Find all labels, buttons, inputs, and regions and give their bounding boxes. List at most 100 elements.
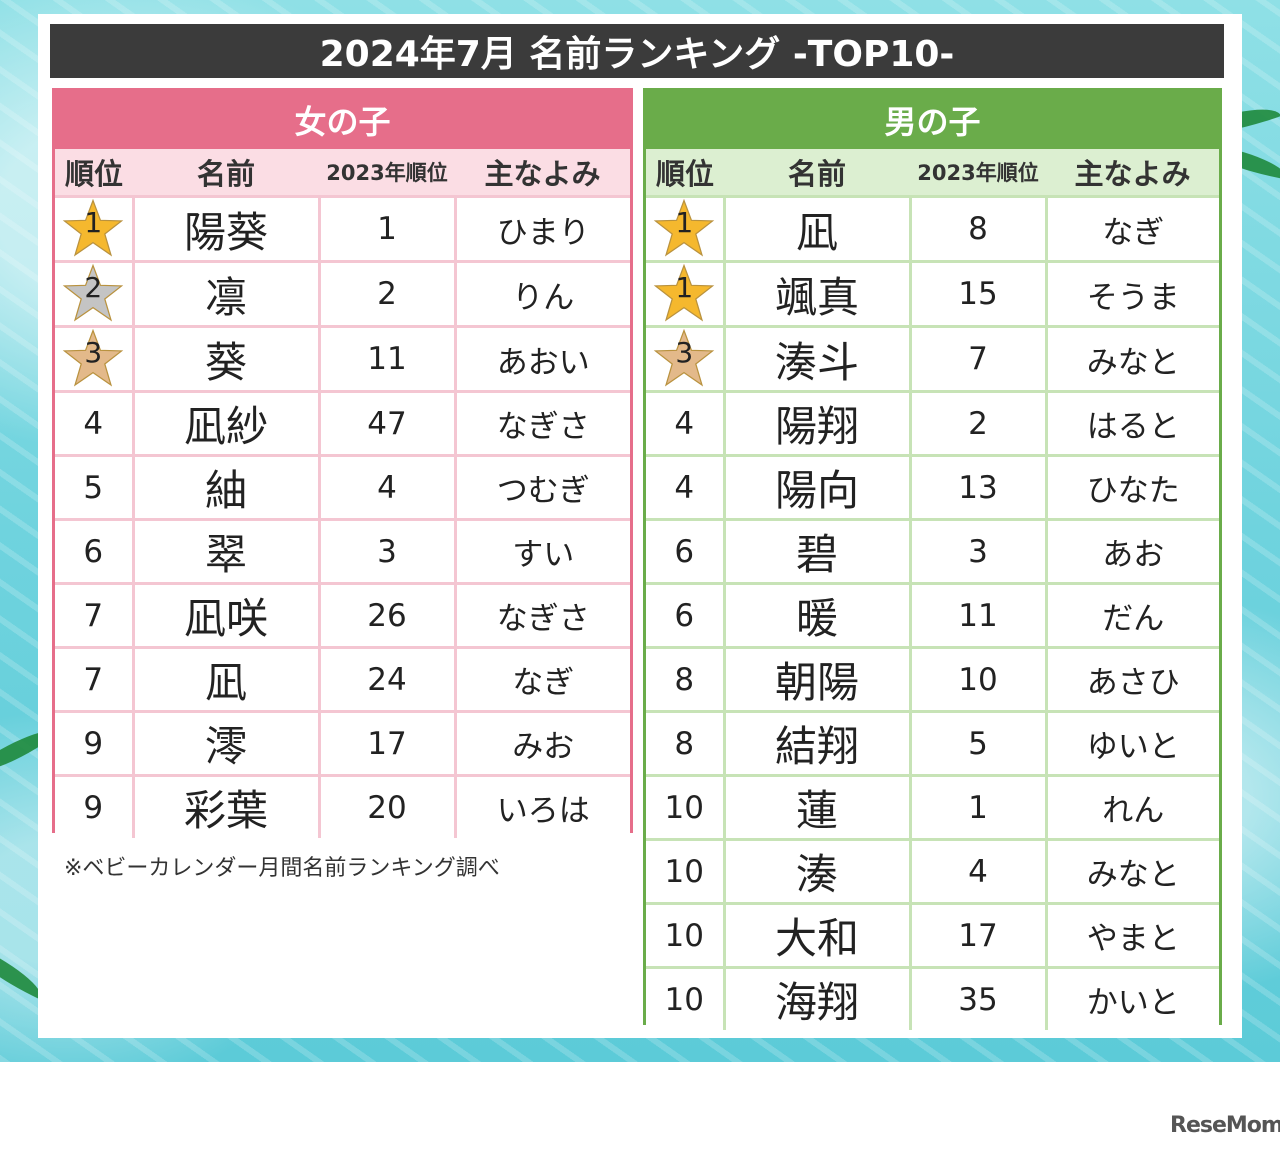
rank-cell: 7: [55, 646, 135, 713]
reading-cell: ひまり: [453, 195, 630, 263]
rank-cell: 10: [646, 838, 726, 905]
name-cell: 陽翔: [722, 390, 912, 457]
table-row: 10 蓮 1 れん: [646, 774, 1219, 841]
rank-cell: 1: [646, 195, 726, 263]
rank-cell: 4: [646, 390, 726, 457]
prev-rank-cell: 1: [317, 195, 457, 263]
rank-cell: 4: [646, 454, 726, 521]
boys-panel-title: 男の子: [646, 91, 1219, 149]
rank-number: 2: [84, 271, 103, 304]
girls-table: 順位 名前 2023年順位 主なよみ 1 陽葵 1 ひまり 2 凛 2 りん 3 葵 11 あおい 4 凪…: [55, 149, 630, 838]
prev-rank-cell: 26: [317, 582, 457, 649]
rank-number: 1: [675, 271, 694, 304]
table-row: 10 大和 17 やまと: [646, 902, 1219, 969]
name-cell: 大和: [722, 902, 912, 969]
reading-cell: だん: [1044, 582, 1219, 649]
table-row: 5 紬 4 つむぎ: [55, 454, 630, 521]
prev-rank-cell: 35: [908, 966, 1048, 1030]
table-row: 10 湊 4 みなと: [646, 838, 1219, 905]
rank-cell: 8: [646, 646, 726, 713]
prev-rank-cell: 15: [908, 260, 1048, 328]
reading-cell: なぎ: [453, 646, 630, 713]
header-prev-rank: 2023年順位: [319, 149, 455, 197]
rank-cell: 4: [55, 390, 135, 457]
name-cell: 凪紗: [131, 390, 321, 457]
ranking-card: 2024年7月 名前ランキング -TOP10- 女の子 順位 名前 2023年順…: [38, 14, 1242, 1038]
rank-cell: 1: [646, 260, 726, 328]
prev-rank-cell: 2: [908, 390, 1048, 457]
header-name: 名前: [133, 149, 319, 197]
prev-rank-cell: 1: [908, 774, 1048, 841]
rank-cell: 9: [55, 710, 135, 777]
prev-rank-cell: 47: [317, 390, 457, 457]
name-cell: 湊斗: [722, 325, 912, 393]
name-cell: 凪咲: [131, 582, 321, 649]
table-row: 7 凪咲 26 なぎさ: [55, 582, 630, 649]
table-row: 8 結翔 5 ゆいと: [646, 710, 1219, 777]
name-cell: 葵: [131, 325, 321, 393]
header-rank: 順位: [55, 149, 133, 197]
prev-rank-cell: 7: [908, 325, 1048, 393]
table-row: 6 暖 11 だん: [646, 582, 1219, 649]
name-cell: 翠: [131, 518, 321, 585]
table-row: 4 凪紗 47 なぎさ: [55, 390, 630, 457]
name-cell: 凪: [722, 195, 912, 263]
table-row: 2 凛 2 りん: [55, 260, 630, 328]
rank-cell: 6: [646, 582, 726, 649]
table-row: 1 凪 8 なぎ: [646, 195, 1219, 263]
header-reading: 主なよみ: [455, 149, 630, 197]
prev-rank-cell: 11: [317, 325, 457, 393]
table-row: 10 海翔 35 かいと: [646, 966, 1219, 1030]
reading-cell: はると: [1044, 390, 1219, 457]
table-row: 9 彩葉 20 いろは: [55, 774, 630, 838]
star-icon: 3: [653, 328, 715, 390]
table-row: 3 葵 11 あおい: [55, 325, 630, 393]
rank-cell: 7: [55, 582, 135, 649]
table-row: 1 颯真 15 そうま: [646, 260, 1219, 328]
name-cell: 暖: [722, 582, 912, 649]
prev-rank-cell: 3: [908, 518, 1048, 585]
prev-rank-cell: 4: [908, 838, 1048, 905]
name-cell: 朝陽: [722, 646, 912, 713]
reading-cell: あお: [1044, 518, 1219, 585]
prev-rank-cell: 5: [908, 710, 1048, 777]
reading-cell: なぎさ: [453, 390, 630, 457]
rank-cell: 6: [646, 518, 726, 585]
table-row: 6 碧 3 あお: [646, 518, 1219, 585]
reading-cell: みなと: [1044, 325, 1219, 393]
rank-cell: 8: [646, 710, 726, 777]
name-cell: 結翔: [722, 710, 912, 777]
reading-cell: みお: [453, 710, 630, 777]
reading-cell: あさひ: [1044, 646, 1219, 713]
girls-panel: 女の子 順位 名前 2023年順位 主なよみ 1 陽葵 1 ひまり 2 凛 2 りん 3 葵 11 あ…: [52, 88, 633, 838]
reading-cell: あおい: [453, 325, 630, 393]
star-icon: 1: [62, 198, 124, 260]
rank-cell: 1: [55, 195, 135, 263]
name-cell: 凪: [131, 646, 321, 713]
header-name: 名前: [724, 149, 910, 197]
star-icon: 2: [62, 263, 124, 325]
prev-rank-cell: 4: [317, 454, 457, 521]
reading-cell: りん: [453, 260, 630, 328]
name-cell: 澪: [131, 710, 321, 777]
prev-rank-cell: 8: [908, 195, 1048, 263]
table-row: 8 朝陽 10 あさひ: [646, 646, 1219, 713]
rank-cell: 3: [55, 325, 135, 393]
rank-number: 3: [675, 336, 694, 369]
reading-cell: すい: [453, 518, 630, 585]
rank-cell: 6: [55, 518, 135, 585]
prev-rank-cell: 2: [317, 260, 457, 328]
reading-cell: そうま: [1044, 260, 1219, 328]
reading-cell: やまと: [1044, 902, 1219, 969]
prev-rank-cell: 17: [908, 902, 1048, 969]
table-row: 9 澪 17 みお: [55, 710, 630, 777]
prev-rank-cell: 20: [317, 774, 457, 838]
name-cell: 陽向: [722, 454, 912, 521]
reading-cell: なぎさ: [453, 582, 630, 649]
name-cell: 陽葵: [131, 195, 321, 263]
rank-cell: 3: [646, 325, 726, 393]
prev-rank-cell: 24: [317, 646, 457, 713]
table-header-row: 順位 名前 2023年順位 主なよみ: [646, 149, 1219, 197]
resemom-logo: ReseMom: [1170, 1113, 1280, 1138]
boys-table: 順位 名前 2023年順位 主なよみ 1 凪 8 なぎ 1 颯真 15 そうま 3 湊斗 7 みなと 4…: [646, 149, 1219, 1030]
